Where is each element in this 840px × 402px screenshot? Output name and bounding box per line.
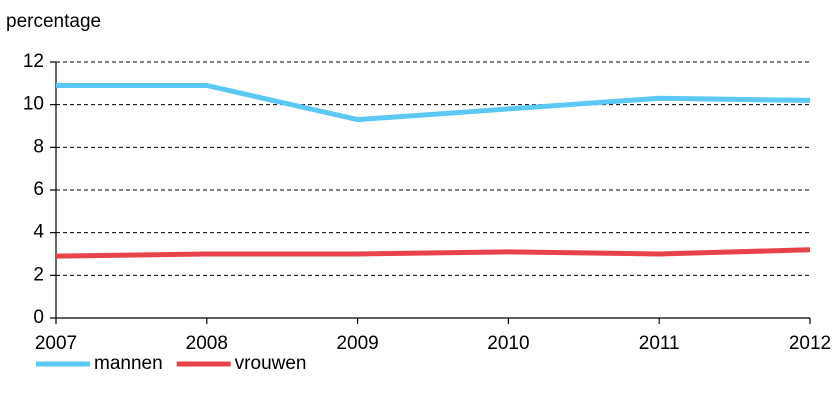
legend-label: vrouwen — [235, 353, 307, 374]
y-tick-label: 0 — [33, 307, 44, 328]
series-line — [56, 82, 811, 123]
series-line — [55, 247, 811, 259]
y-tick-label: 10 — [23, 94, 44, 115]
y-axis-label: percentage — [6, 11, 101, 32]
y-tick-label: 12 — [23, 51, 44, 72]
x-tick-label: 2007 — [35, 333, 77, 354]
y-tick-label: 2 — [33, 264, 44, 285]
y-tick-label: 4 — [33, 222, 44, 243]
y-tick-label: 8 — [33, 136, 44, 157]
y-tick-label: 6 — [33, 179, 44, 200]
legend-label: mannen — [94, 353, 163, 374]
x-tick-label: 2012 — [789, 333, 831, 354]
x-tick-label: 2008 — [186, 333, 228, 354]
x-tick-label: 2011 — [639, 333, 680, 354]
x-tick-label: 2009 — [336, 333, 378, 354]
x-tick-label: 2010 — [487, 333, 529, 354]
